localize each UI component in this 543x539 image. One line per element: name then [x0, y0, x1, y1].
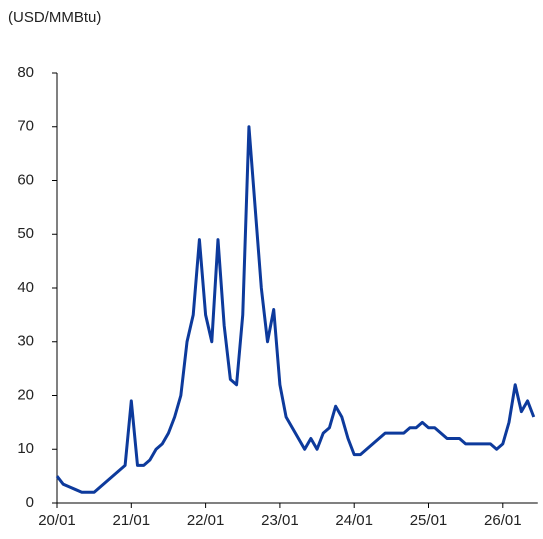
x-tick-label: 22/01 [187, 512, 225, 529]
x-tick-label: 26/01 [484, 512, 522, 529]
x-tick-label: 24/01 [335, 512, 373, 529]
y-tick-label: 60 [17, 171, 34, 188]
x-tick-label: 20/01 [38, 512, 76, 529]
y-tick-label: 40 [17, 279, 34, 296]
line [55, 125, 536, 494]
x-tick-label: 21/01 [113, 512, 151, 529]
y-tick-label: 20 [17, 386, 34, 403]
y-tick-label: 10 [17, 440, 34, 457]
x-tick-label: 23/01 [261, 512, 299, 529]
y-tick-label: 0 [26, 494, 34, 511]
y-tick-label: 80 [17, 64, 34, 81]
y-tick-label: 50 [17, 225, 34, 242]
x-tick-label: 25/01 [410, 512, 448, 529]
y-tick-label: 30 [17, 333, 34, 350]
y-axis-label: (USD/MMBtu) [8, 9, 101, 26]
y-tick-label: 70 [17, 118, 34, 135]
